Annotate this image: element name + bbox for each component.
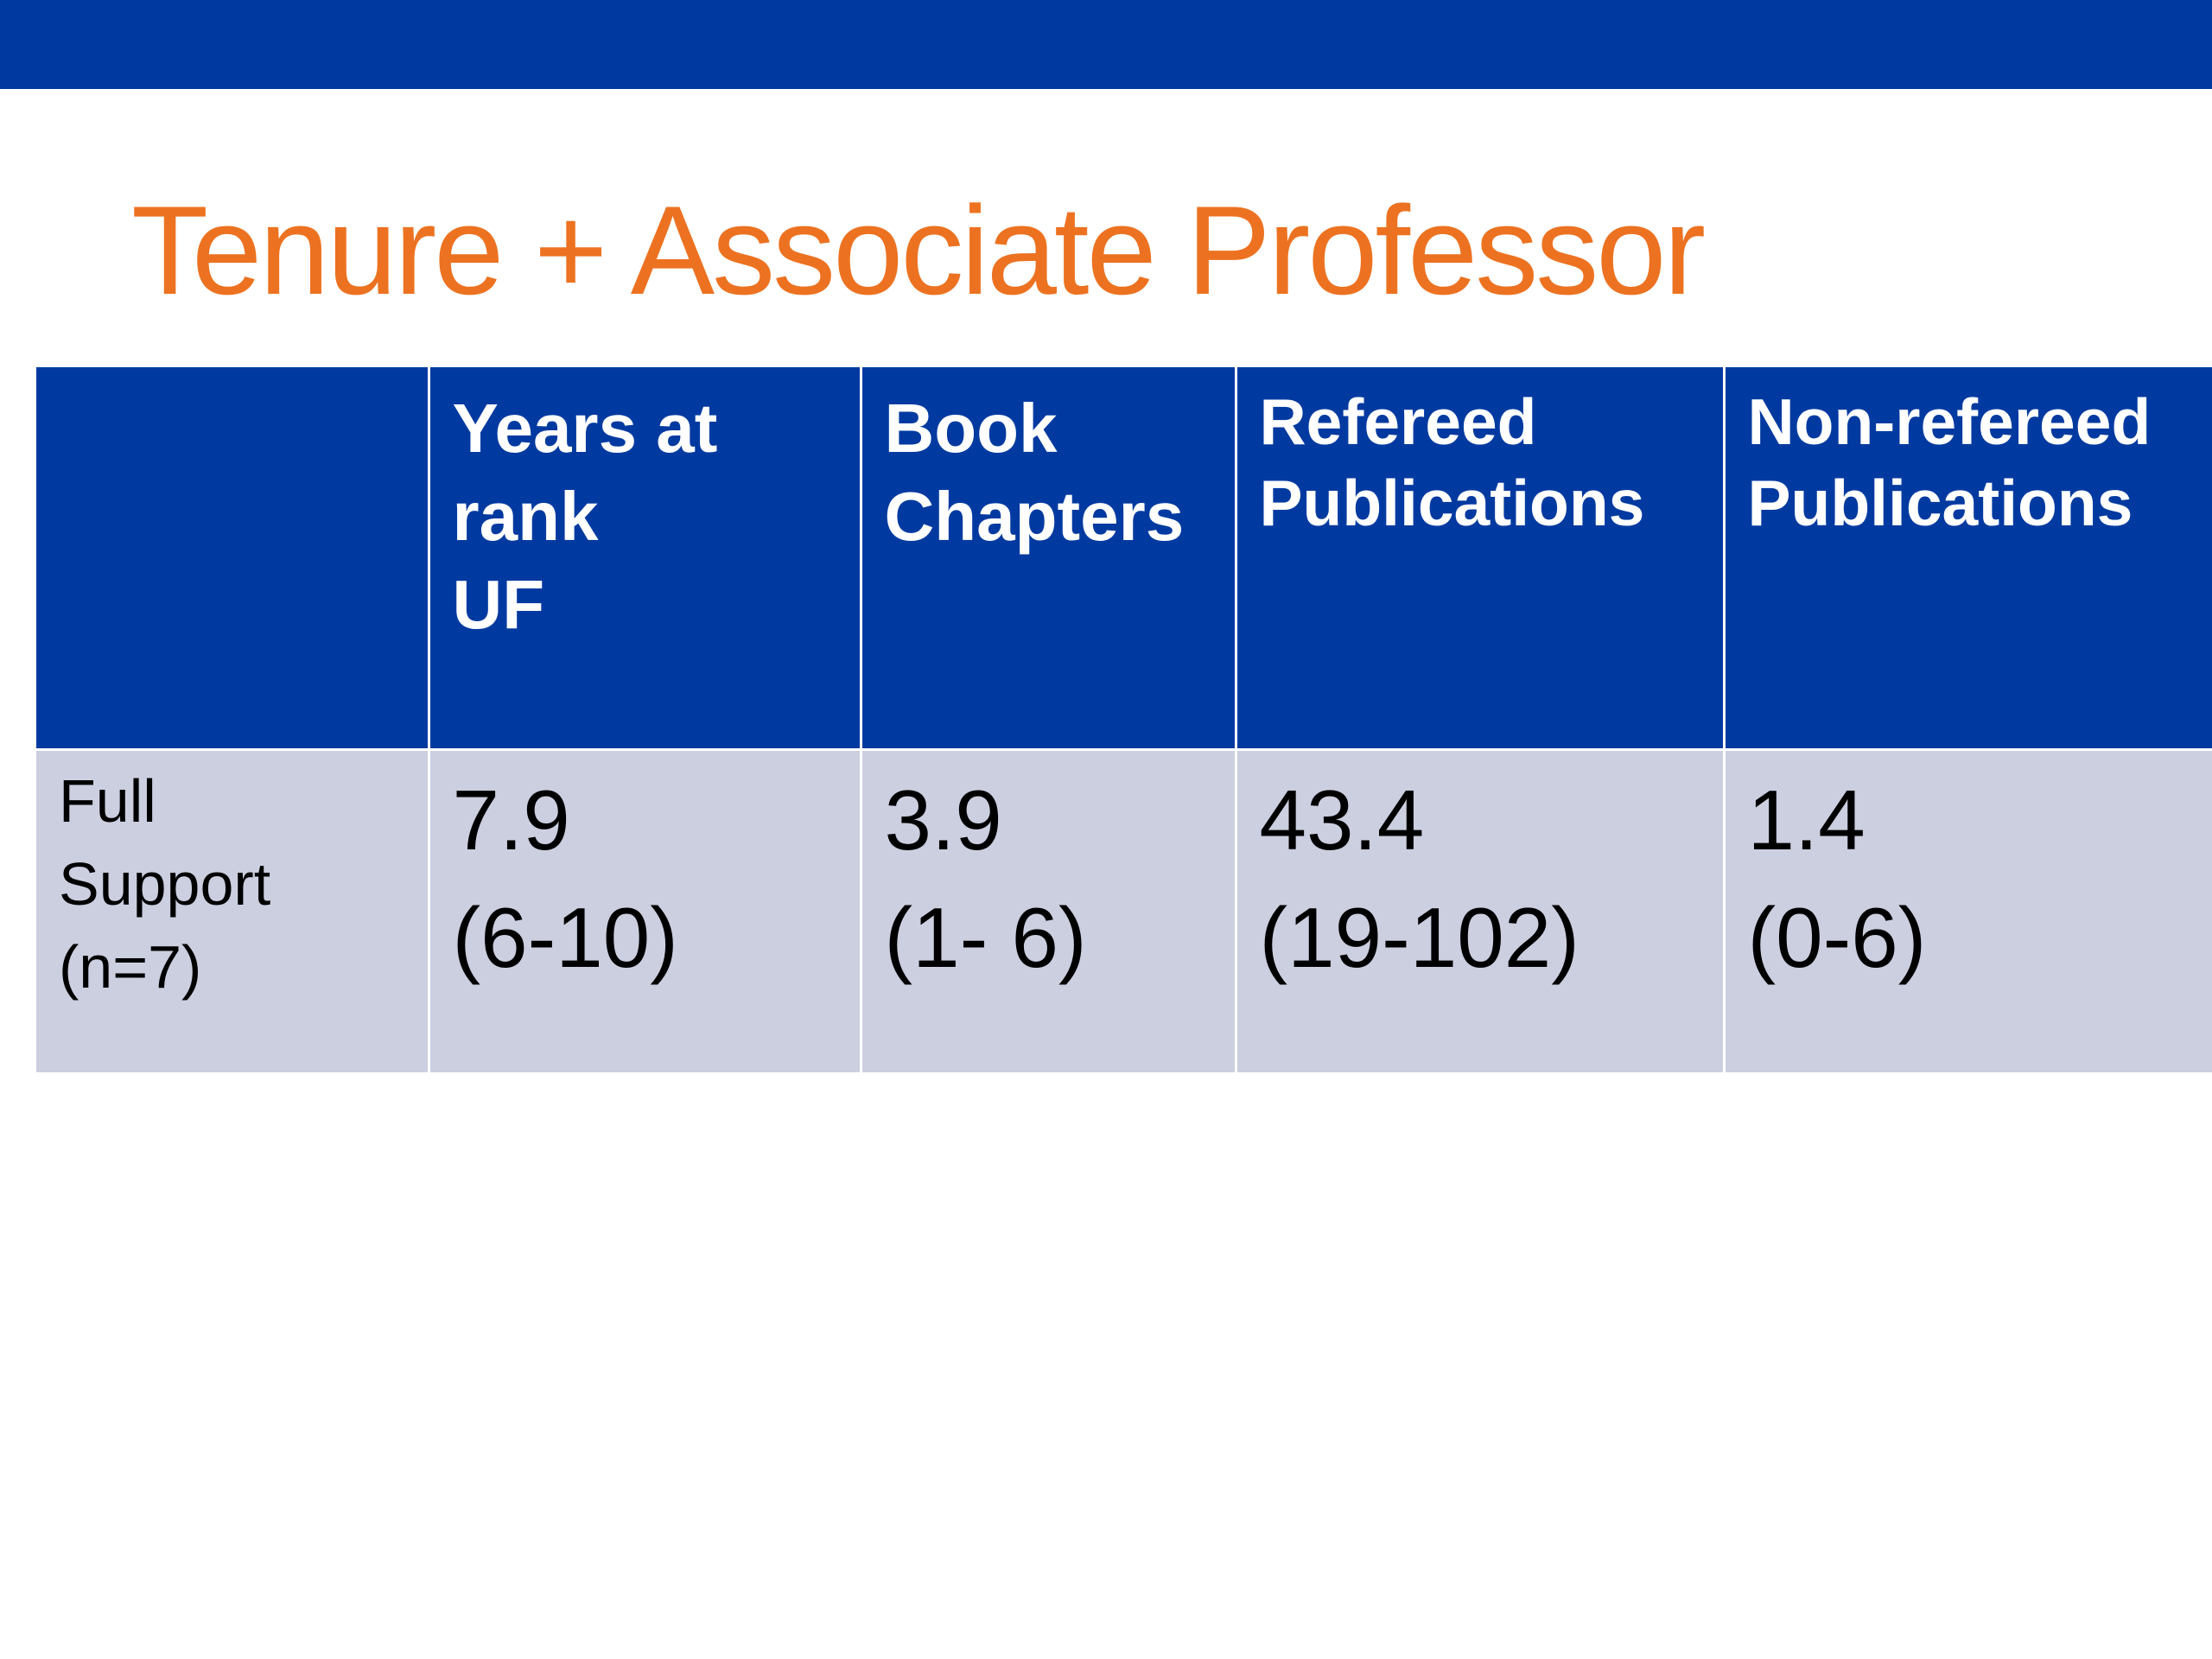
header-cell-years-at-rank: Years at rank UF <box>427 367 861 749</box>
cell-non-refereed-publications: 1.4 (0-6) <box>1722 749 2212 1072</box>
summary-table: Years at rank UF Book Chapters Refereed … <box>36 367 2212 1072</box>
cell-refereed-publications: 43.4 (19-102) <box>1234 749 1724 1072</box>
top-banner-bar <box>0 0 2212 89</box>
table-header-row: Years at rank UF Book Chapters Refereed … <box>36 367 2212 749</box>
cell-book-chapters: 3.9 (1- 6) <box>859 749 1236 1072</box>
header-cell-blank <box>36 367 429 749</box>
header-cell-refereed-publications: Refereed Publications <box>1234 367 1724 749</box>
header-cell-non-refereed-publications: Non-refereed Publications <box>1722 367 2212 749</box>
row-label-full-support: Full Support (n=7) <box>59 766 271 1001</box>
slide-title: Tenure + Associate Professor <box>131 180 1706 321</box>
header-cell-book-chapters: Book Chapters <box>859 367 1236 749</box>
cell-years-at-rank: 7.9 (6-10) <box>427 749 861 1072</box>
table-row: Full Support (n=7) 7.9 (6-10) 3.9 (1- 6)… <box>36 749 2212 1072</box>
